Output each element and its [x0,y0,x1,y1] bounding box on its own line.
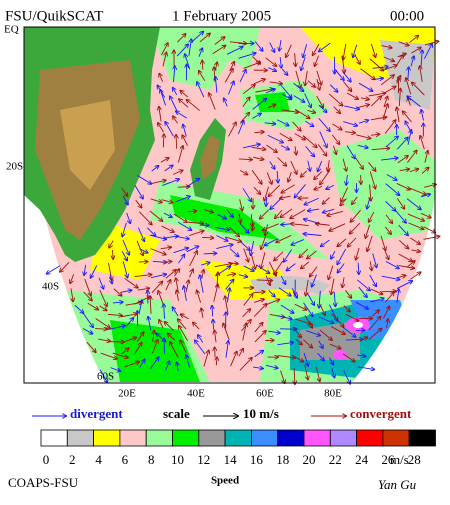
lon-label: 60E [256,388,274,400]
lon-label: 80E [324,388,342,400]
colorbar-bin [146,430,172,446]
footer-left: COAPS-FSU [8,475,79,490]
colorbar-bin [330,430,356,446]
colorbar-bin [304,430,330,446]
lat-label: 60S [97,371,114,383]
wind-arrow [257,280,272,281]
lon-label: 40E [187,388,205,400]
colorbar-tick-label: 22 [329,452,342,467]
wind-arrow [188,211,196,212]
wind-arrow [266,197,267,206]
wind-arrow [202,61,203,70]
colorbar-bin [409,430,435,446]
colorbar-title: Speed [211,475,239,487]
title: FSU/QuikSCAT [5,8,103,24]
colorbar-tick-label: 6 [122,452,129,467]
lon-label: 20E [118,388,136,400]
wind-arrow [113,250,114,259]
colorbar-tick-label: 12 [197,452,210,467]
colorbar-tick-label: 28 [408,452,421,467]
wind-arrow [204,253,217,254]
wind-arrow [382,291,396,292]
colorbar-bin [67,430,93,446]
colorbar-bin [199,430,225,446]
colorbar-tick-label: 4 [95,452,102,467]
colorbar-tick-label: 8 [148,452,155,467]
time: 00:00 [390,8,424,24]
colorbar-unit: m/s [390,452,409,467]
colorbar-tick-label: 10 [171,452,184,467]
colorbar-bin [357,430,383,446]
wind-arrow [163,134,164,147]
colorbar-tick-label: 20 [303,452,316,467]
colorbar-bin [278,430,304,446]
footer-right: Yan Gu [378,477,417,492]
lat-label: EQ [4,24,19,36]
map [24,27,439,384]
colorbar-bin [41,430,67,446]
legend-divergent: divergent [70,406,123,421]
colorbar-bin [120,430,146,446]
colorbar-bin [251,430,277,446]
colorbar-bin [94,430,120,446]
legend-convergent: convergent [350,406,412,421]
colorbar-bin [225,430,251,446]
colorbar-tick-label: 24 [355,452,369,467]
wind-arrow [212,306,213,317]
lat-label: 40S [42,281,59,293]
legend-scale-value: 10 m/s [243,406,279,421]
legend-scale: scale [163,406,190,421]
colorbar-bin [173,430,199,446]
lat-label: 20S [6,161,23,173]
colorbar-bin [383,430,409,446]
colorbar-tick-label: 18 [276,452,289,467]
colorbar-tick-label: 2 [69,452,76,467]
colorbar-tick-label: 16 [250,452,264,467]
colorbar-tick-label: 14 [224,452,238,467]
date: 1 February 2005 [172,8,271,24]
colorbar-tick-label: 0 [43,452,50,467]
wind-arrow [213,320,214,330]
